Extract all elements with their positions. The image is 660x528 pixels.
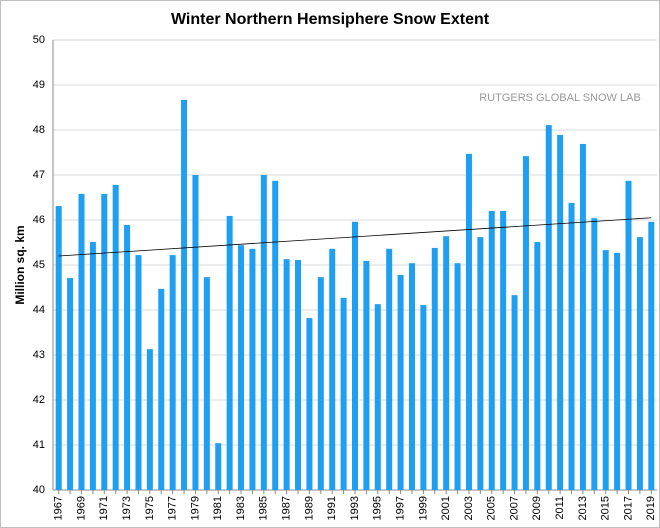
y-tick-label: 46 bbox=[33, 214, 45, 226]
bar bbox=[238, 245, 245, 490]
bar bbox=[614, 252, 621, 490]
x-tick-label: 2011 bbox=[554, 496, 566, 520]
bar bbox=[226, 215, 233, 490]
y-tick-label: 48 bbox=[33, 124, 45, 136]
x-tick-label: 1969 bbox=[75, 496, 87, 520]
x-tick-label: 1981 bbox=[212, 496, 224, 520]
bar bbox=[420, 305, 427, 490]
bar bbox=[146, 349, 153, 490]
y-tick-label: 41 bbox=[33, 439, 45, 451]
x-tick-label: 1975 bbox=[144, 496, 156, 520]
bar bbox=[101, 193, 108, 490]
annotation: RUTGERS GLOBAL SNOW LAB bbox=[479, 92, 641, 104]
bar bbox=[67, 278, 74, 490]
x-tick-label: 1991 bbox=[326, 496, 338, 520]
x-tick-label: 1977 bbox=[167, 496, 179, 520]
bar bbox=[545, 125, 552, 491]
bar bbox=[465, 153, 472, 490]
bar bbox=[602, 250, 609, 490]
bar bbox=[511, 295, 518, 490]
bar bbox=[112, 184, 119, 490]
x-tick-label: 1973 bbox=[121, 496, 133, 520]
bar bbox=[488, 211, 495, 490]
x-tick-label: 1999 bbox=[417, 496, 429, 520]
x-tick-label: 1995 bbox=[372, 496, 384, 520]
bar bbox=[568, 202, 575, 490]
chart-title: Winter Northern Hemsiphere Snow Extent bbox=[171, 11, 490, 28]
bar bbox=[408, 263, 415, 490]
x-tick-label: 1971 bbox=[98, 496, 110, 520]
bar bbox=[522, 156, 529, 490]
bar bbox=[203, 277, 210, 490]
bar bbox=[352, 221, 358, 491]
bar bbox=[158, 288, 165, 490]
bar bbox=[374, 304, 381, 490]
x-tick-label: 1997 bbox=[394, 496, 406, 520]
bar bbox=[192, 175, 199, 490]
bar bbox=[625, 180, 632, 490]
bar bbox=[55, 206, 62, 491]
bar bbox=[124, 224, 131, 490]
x-tick-label: 1987 bbox=[281, 496, 293, 520]
bar bbox=[340, 297, 347, 490]
bar bbox=[454, 263, 461, 490]
bar bbox=[215, 443, 222, 490]
bar bbox=[386, 248, 393, 490]
bar bbox=[443, 236, 450, 490]
y-tick-label: 49 bbox=[33, 79, 45, 91]
bar bbox=[557, 134, 564, 490]
bar bbox=[260, 175, 267, 490]
bar bbox=[648, 221, 655, 491]
x-tick-label: 2015 bbox=[600, 496, 612, 520]
y-tick-label: 42 bbox=[33, 394, 45, 406]
bar bbox=[431, 247, 438, 490]
x-tick-label: 2017 bbox=[622, 496, 634, 520]
x-tick-label: 2007 bbox=[508, 496, 520, 520]
trend-line bbox=[58, 217, 652, 257]
x-tick-label: 1993 bbox=[349, 496, 361, 520]
x-tick-label: 2009 bbox=[531, 496, 543, 520]
x-tick-label: 1983 bbox=[235, 496, 247, 520]
bar bbox=[500, 211, 507, 490]
bar bbox=[591, 218, 598, 490]
bar bbox=[249, 248, 256, 490]
bar bbox=[534, 242, 541, 490]
y-tick-label: 50 bbox=[33, 34, 45, 46]
y-tick-label: 43 bbox=[33, 349, 45, 361]
x-tick-label: 1967 bbox=[53, 496, 65, 520]
y-tick-label: 47 bbox=[33, 169, 45, 181]
x-tick-label: 1985 bbox=[258, 496, 270, 520]
x-tick-label: 2019 bbox=[645, 496, 657, 520]
bar bbox=[78, 193, 85, 490]
bar bbox=[135, 255, 142, 490]
y-axis-label: Million sq. km bbox=[13, 225, 27, 304]
bar bbox=[329, 248, 336, 490]
x-tick-label: 2003 bbox=[463, 496, 475, 520]
bar bbox=[283, 259, 290, 490]
bar bbox=[363, 260, 370, 490]
x-tick-label: 1979 bbox=[189, 496, 201, 520]
y-tick-label: 40 bbox=[33, 484, 45, 496]
bar bbox=[317, 277, 324, 490]
x-tick-label: 2013 bbox=[577, 496, 589, 520]
bar bbox=[295, 260, 302, 490]
x-tick-label: 2005 bbox=[486, 496, 498, 520]
bar bbox=[306, 318, 313, 490]
y-tick-label: 45 bbox=[33, 259, 45, 271]
bar bbox=[181, 99, 188, 490]
x-tick-label: 1989 bbox=[303, 496, 315, 520]
y-tick-label: 44 bbox=[33, 304, 45, 316]
bar bbox=[89, 242, 96, 490]
bar bbox=[579, 143, 586, 490]
bar bbox=[477, 237, 484, 490]
bar bbox=[636, 237, 643, 490]
bar bbox=[272, 180, 279, 490]
x-tick-label: 2001 bbox=[440, 496, 452, 520]
bar bbox=[169, 255, 176, 490]
bar bbox=[397, 274, 404, 490]
